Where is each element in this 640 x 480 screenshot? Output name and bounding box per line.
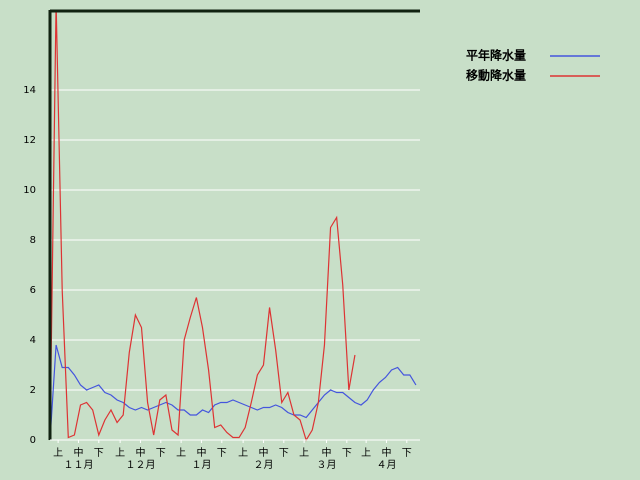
- x-tick-label: 下: [342, 448, 352, 459]
- x-tick-label: 上: [238, 447, 248, 459]
- x-tick-label: 上: [115, 447, 125, 459]
- series-line: [50, 10, 356, 442]
- legend-label: 移動降水量: [466, 68, 526, 83]
- y-tick-label: 2: [30, 385, 36, 396]
- y-tick-label: 8: [30, 235, 36, 246]
- y-tick-label: 0: [30, 435, 36, 446]
- x-tick-label: 上: [176, 447, 186, 459]
- x-tick-label: 中: [135, 446, 145, 459]
- legend-label: 平年降水量: [466, 48, 526, 63]
- x-tick-label: 中: [381, 446, 391, 459]
- x-tick-label: 中: [73, 446, 83, 459]
- x-tick-label: 中: [258, 446, 268, 459]
- x-tick-label: 下: [156, 448, 166, 459]
- series-line: [50, 344, 417, 441]
- grid: 02468101214上中下上中下上中下上中下上中下上中下１１月 １２月 １月 ２月 ３…: [23, 85, 420, 471]
- x-tick-label: 上: [299, 447, 309, 459]
- month-label: １月: [191, 459, 211, 471]
- x-tick-label: 上: [53, 447, 63, 459]
- x-tick-label: 中: [321, 446, 331, 459]
- y-tick-label: 14: [23, 85, 36, 96]
- month-label: ３月: [316, 459, 336, 471]
- y-tick-label: 6: [30, 285, 36, 296]
- x-tick-label: 下: [402, 448, 412, 459]
- y-tick-label: 4: [30, 335, 36, 346]
- month-label: １２月: [125, 459, 155, 471]
- x-tick-label: 中: [196, 446, 206, 459]
- month-label: ４月: [376, 459, 396, 471]
- y-tick-label: 10: [23, 185, 36, 196]
- y-tick-label: 12: [23, 135, 36, 146]
- x-tick-label: 下: [94, 448, 104, 459]
- x-tick-label: 下: [217, 448, 227, 459]
- plot: [50, 10, 417, 442]
- x-tick-label: 上: [361, 447, 371, 459]
- x-tick-label: 下: [279, 448, 289, 459]
- month-label: ２月: [253, 459, 273, 471]
- month-label: １１月: [63, 459, 93, 471]
